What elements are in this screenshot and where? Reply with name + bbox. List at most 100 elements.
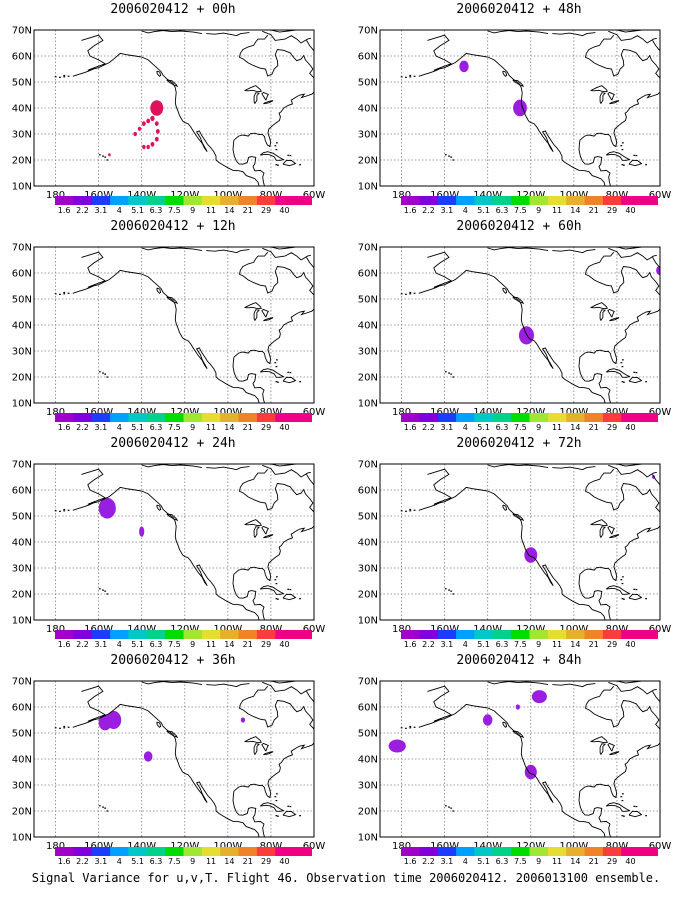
colorbar-swatch (511, 196, 530, 205)
coastline (263, 100, 274, 105)
signal-blob (143, 751, 153, 762)
colorbar-label: 4 (463, 857, 468, 866)
coastline (81, 685, 260, 837)
islet (409, 74, 412, 77)
signal-blob (513, 99, 527, 117)
signal-areas (98, 710, 246, 762)
lat-tick-label: 40N (12, 755, 32, 766)
islet (274, 579, 277, 581)
coastline (259, 802, 285, 812)
colorbar-swatch (639, 413, 658, 422)
signal-blob (388, 739, 406, 753)
islet (620, 796, 623, 798)
gridlines (34, 681, 314, 837)
colorbar-swatch (275, 630, 295, 639)
plot-frame (33, 29, 315, 187)
colorbar-label: 21 (243, 423, 253, 432)
panel-title: 2006020412 + 12h (110, 219, 236, 234)
colorbar-swatch (220, 630, 240, 639)
colorbar-swatch (128, 847, 148, 856)
islet (620, 145, 623, 147)
islet (448, 589, 450, 591)
colorbar-swatch (511, 413, 530, 422)
colorbar-swatch (492, 630, 512, 639)
colorbar-label: 29 (607, 640, 617, 649)
coastline (427, 34, 606, 186)
colorbar-swatch (256, 413, 276, 422)
lon-tick-label: 60W (303, 407, 326, 418)
islet (645, 164, 647, 166)
islet (275, 800, 278, 802)
panel-title: 2006020412 + 36h (110, 653, 236, 668)
signal-blob (137, 126, 142, 131)
plot-frame (33, 463, 315, 621)
lon-tick-label: 140W (127, 190, 156, 201)
lon-tick-label: 160W (430, 407, 459, 418)
islet (409, 76, 412, 78)
lon-tick-label: 180 (46, 190, 65, 201)
colorbar-swatch (437, 630, 457, 639)
coastlines (54, 464, 314, 620)
lat-tick-label: 20N (12, 156, 32, 167)
islet (645, 381, 647, 383)
lat-tick-label: 70N (12, 677, 32, 688)
coastlines (54, 30, 314, 186)
islet (409, 293, 412, 295)
colorbar-swatch (529, 196, 549, 205)
colorbar-label: 5.1 (131, 640, 144, 649)
colorbar-swatch (146, 847, 166, 856)
colorbar-label: 2.2 (422, 206, 435, 215)
plot-frame (33, 246, 315, 404)
colorbar-swatch (220, 413, 240, 422)
coastline (487, 247, 549, 252)
coastline (156, 70, 162, 77)
islet (275, 366, 278, 368)
colorbar-swatch (401, 196, 420, 205)
islet (63, 727, 66, 729)
panel-title: 2006020412 + 00h (110, 2, 236, 17)
islet (98, 805, 101, 807)
islet (405, 293, 407, 295)
coastline (552, 683, 596, 688)
islet (54, 727, 57, 729)
signal-blob (108, 153, 111, 157)
islet (287, 154, 290, 156)
lat-tick-label: 50N (358, 512, 378, 523)
coastline (232, 308, 314, 403)
colorbar-swatch (602, 413, 622, 422)
coastline (502, 504, 508, 511)
colorbar-swatch (201, 196, 221, 205)
colorbar-label: 1.6 (404, 857, 417, 866)
colorbar-swatch (639, 630, 658, 639)
colorbar-swatch (529, 630, 549, 639)
islet (289, 588, 292, 591)
islet (274, 796, 277, 798)
lat-tick-label: 60N (358, 486, 378, 497)
colorbar-label: 40 (625, 206, 635, 215)
coastline (607, 91, 615, 101)
lon-tick-label: 100W (559, 841, 588, 852)
colorbar-swatch (183, 196, 203, 205)
lon-tick-label: 120W (516, 190, 545, 201)
colorbar-label: 40 (279, 857, 289, 866)
colorbar-swatch (110, 413, 129, 422)
colorbar-label: 3.1 (95, 423, 108, 432)
coastline (166, 513, 179, 522)
islet (623, 164, 625, 166)
islet (289, 805, 292, 808)
colorbar-label: 5.1 (477, 640, 490, 649)
coastline (261, 742, 269, 752)
colorbar-swatch (419, 196, 439, 205)
colorbar-label: 5.1 (131, 423, 144, 432)
colorbar-swatch (55, 630, 74, 639)
map-panel-6: 2006020412 + 72h 10N 20N 30N 40N 50N 60N 70N 180… (346, 434, 692, 651)
islet (633, 154, 636, 156)
signal-blob (515, 704, 520, 710)
colorbar-swatch (183, 847, 203, 856)
coastline (262, 30, 311, 44)
gridlines (34, 464, 314, 620)
coastline (608, 464, 657, 478)
lon-tick-label: 100W (213, 624, 242, 635)
islet (621, 142, 624, 144)
lat-tick-label: 60N (358, 703, 378, 714)
